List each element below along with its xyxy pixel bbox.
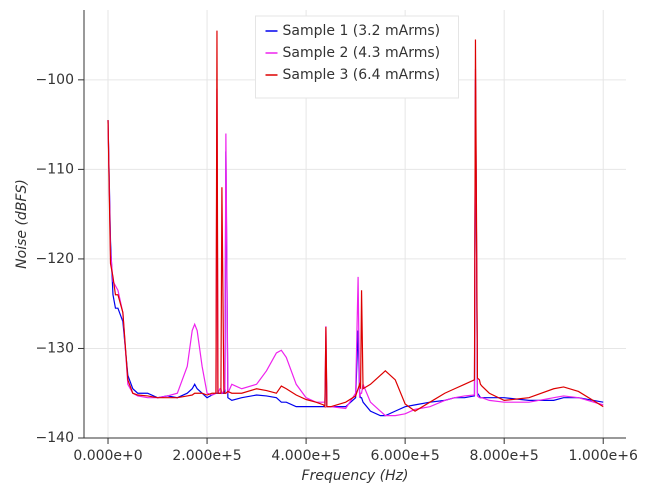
x-tick-label: 8.000e+5	[470, 448, 539, 464]
y-tick-label: −140	[36, 430, 74, 446]
legend-label: Sample 3 (6.4 mArms)	[283, 67, 441, 83]
x-tick-label: 2.000e+5	[172, 448, 241, 464]
series-line	[107, 69, 604, 417]
y-tick-label: −100	[36, 72, 74, 88]
y-tick-label: −120	[36, 251, 74, 267]
legend-label: Sample 1 (3.2 mArms)	[283, 23, 441, 39]
x-tick-label: 4.000e+5	[271, 448, 340, 464]
series-line	[107, 79, 604, 417]
x-axis-label: Frequency (Hz)	[302, 468, 409, 484]
legend: Sample 1 (3.2 mArms) Sample 2 (4.3 mArms)…	[255, 15, 459, 99]
legend-label: Sample 2 (4.3 mArms)	[283, 45, 441, 61]
x-tick-label: 1.000e+6	[569, 448, 638, 464]
y-tick-label: −110	[36, 161, 74, 177]
legend-box	[255, 15, 459, 99]
y-axis-label: Noise (dBFS)	[14, 179, 30, 269]
series-line	[107, 30, 604, 412]
y-tick-label: −130	[36, 340, 74, 356]
x-tick-label: 6.000e+5	[370, 448, 439, 464]
x-tick-label: 0.000e+0	[73, 448, 142, 464]
